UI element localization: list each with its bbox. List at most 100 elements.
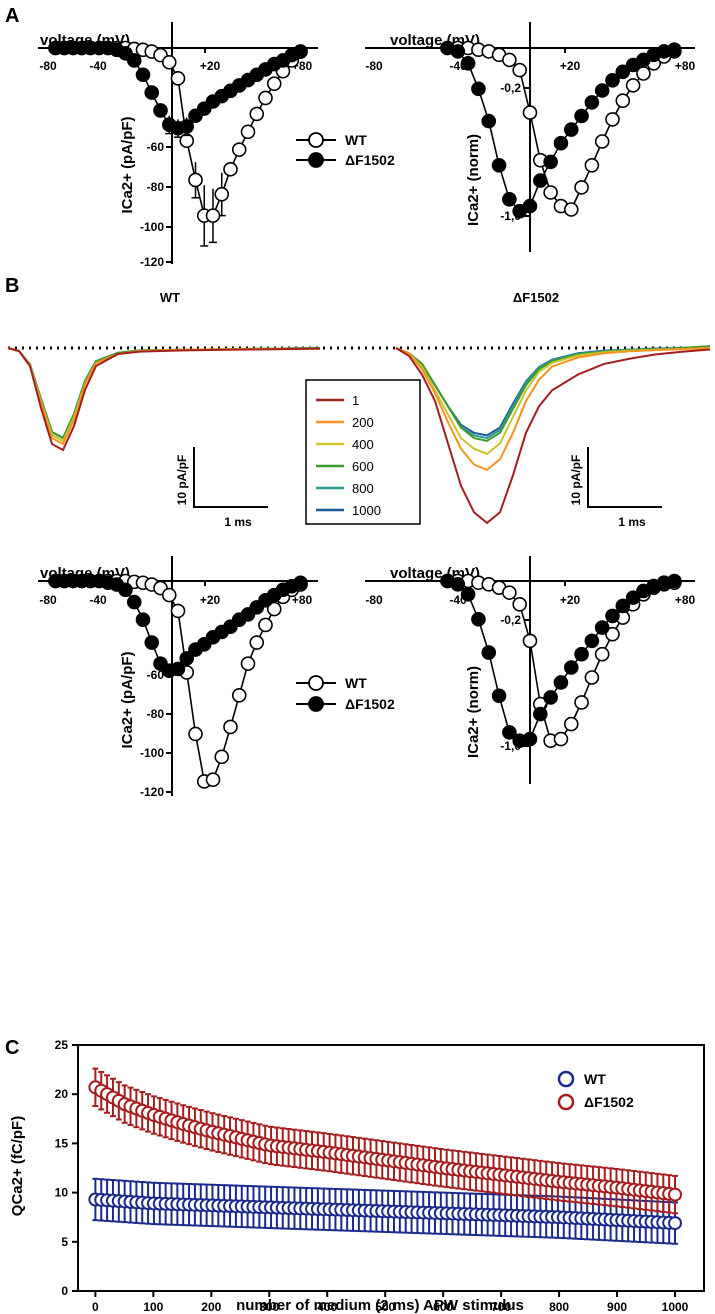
iv-point: [615, 598, 631, 614]
panel-b-trace-legend: 1 200 400 600 800 1000: [305, 379, 421, 525]
panel-a-left-y-tick-label-1: -60: [147, 140, 165, 154]
panel-c-y-tick-label: 20: [55, 1087, 69, 1101]
panel-c-y-tick-label: 10: [55, 1186, 69, 1200]
panel-c-series-0: [88, 1177, 683, 1245]
panel-c-ticks: 0 100 200 300 400 500 600 700 800 900 1000 0 5 10 15 20…: [55, 1038, 689, 1314]
iv-panel-b-left-marks: [48, 573, 308, 789]
iv-point: [153, 103, 168, 118]
iv-point: [214, 749, 230, 765]
panel-c-marks: [88, 1067, 683, 1245]
iv-point: [144, 635, 160, 650]
iv-point: [574, 180, 589, 195]
iv-point: [126, 53, 142, 68]
panel-a-legend: WT ΔF1502: [296, 132, 395, 168]
iv-point: [584, 158, 600, 173]
panel-b-left-x-tick-label-3: +20: [200, 593, 221, 607]
panel-c-x-tick-label: 700: [491, 1300, 511, 1314]
iv-point: [231, 142, 247, 157]
iv-panel-b-right-marks: [440, 573, 682, 749]
panel-c-x-tick-label: 800: [549, 1300, 569, 1314]
panel-b-left-x-tick-label-4: +80: [292, 593, 313, 607]
iv-point: [170, 661, 186, 677]
iv-point: [563, 122, 579, 137]
iv-point: [266, 601, 282, 617]
iv-point: [522, 198, 538, 214]
panel-c-point: [668, 1187, 683, 1202]
trace-legend-label: 1000: [352, 503, 381, 518]
panel-c-x-tick-label: 1000: [662, 1300, 689, 1314]
panel-b-scalebar-right-x-label: 1 ms: [618, 515, 646, 529]
panel-c-point: [668, 1216, 683, 1231]
trace-line: [395, 347, 710, 456]
iv-point: [460, 587, 476, 602]
trace-line: [395, 347, 710, 472]
panel-c-legend-marker-df: [557, 1093, 575, 1111]
trace-line: [7, 347, 320, 446]
panel-a-left-y-axis-label: ICa2+ (pA/pF): [119, 116, 136, 213]
iv-point: [543, 154, 558, 170]
trace-legend-label: 400: [352, 437, 374, 452]
panel-b-left-y-tick-label-4: -120: [140, 785, 164, 799]
iv-point: [615, 93, 631, 108]
iv-point: [266, 76, 282, 91]
iv-point: [605, 608, 620, 624]
panel-b-scalebar-left: 10 pA/pF 1 ms: [175, 447, 268, 529]
iv-point: [563, 660, 579, 675]
iv-point: [594, 83, 610, 98]
panel-b-legend-label-wt: WT: [345, 675, 367, 691]
panel-a-right-y-tick-label-1: -0,2: [500, 81, 521, 95]
iv-point: [460, 55, 476, 71]
iv-point: [223, 719, 238, 735]
panel-a-legend-label-df: ΔF1502: [345, 152, 395, 168]
iv-point: [481, 645, 497, 660]
iv-point: [522, 105, 538, 120]
panel-c-legend-marker-wt: [557, 1070, 575, 1088]
iv-point: [170, 71, 186, 86]
panel-a-right-x-tick-label-4: +80: [675, 59, 696, 73]
iv-point: [625, 78, 641, 93]
iv-point: [231, 687, 247, 703]
panel-c-y-tick-label: 25: [55, 1038, 69, 1052]
panel-c-x-tick-label: 100: [143, 1300, 163, 1314]
iv-point: [293, 44, 308, 59]
trace-legend-label: 800: [352, 481, 374, 496]
iv-point: [188, 726, 203, 742]
iv-point: [135, 67, 151, 83]
panel-b-left-x-tick-label-1: -80: [39, 593, 57, 607]
iv-point: [258, 617, 273, 633]
iv-point: [605, 73, 620, 88]
panel-b-right-y-tick-label-1: -0,2: [500, 613, 521, 627]
panel-a-left-y-tick-label-4: -120: [140, 255, 164, 269]
panel-c-plot: 0 100 200 300 400 500 600 700 800 900 1000 0 5 10 15 20…: [9, 1038, 705, 1314]
panel-b-legend-marker-wt: [308, 675, 324, 691]
iv-point: [450, 577, 466, 592]
iv-point: [584, 95, 600, 110]
iv-point: [625, 590, 641, 605]
panel-b-left-x-tick-label-2: -40: [89, 593, 107, 607]
iv-point: [249, 106, 265, 122]
panel-c-y-axis-label: QCa2+ (fC/pF): [9, 1116, 26, 1216]
panel-c-legend-label-df: ΔF1502: [584, 1094, 634, 1110]
iv-point: [481, 113, 497, 129]
panel-c-x-tick-label: 300: [259, 1300, 279, 1314]
panel-a-legend-label-wt: WT: [345, 132, 367, 148]
panel-b-right-x-tick-label-4: +80: [675, 593, 696, 607]
trace-line: [7, 347, 320, 443]
iv-point: [240, 656, 256, 671]
iv-point: [522, 731, 538, 747]
panel-b-iv-legend: WT ΔF1502: [296, 675, 395, 712]
iv-panel-a-left-marks: [48, 40, 308, 247]
panel-c-x-tick-label: 600: [433, 1300, 453, 1314]
panel-b-left-y-tick-label-3: -100: [140, 746, 164, 760]
iv-point: [533, 706, 548, 722]
panel-a-left-y-tick-label-3: -100: [140, 220, 164, 234]
iv-point: [293, 575, 308, 591]
iv-point: [574, 646, 589, 662]
panel-c-x-axis-label: number of medium (2 ms) APW stimulus: [236, 1297, 524, 1314]
iv-point: [584, 670, 600, 685]
iv-point: [491, 688, 507, 704]
panel-c-x-tick-label: 0: [92, 1300, 99, 1314]
iv-point: [491, 158, 507, 173]
iv-point: [258, 90, 273, 106]
